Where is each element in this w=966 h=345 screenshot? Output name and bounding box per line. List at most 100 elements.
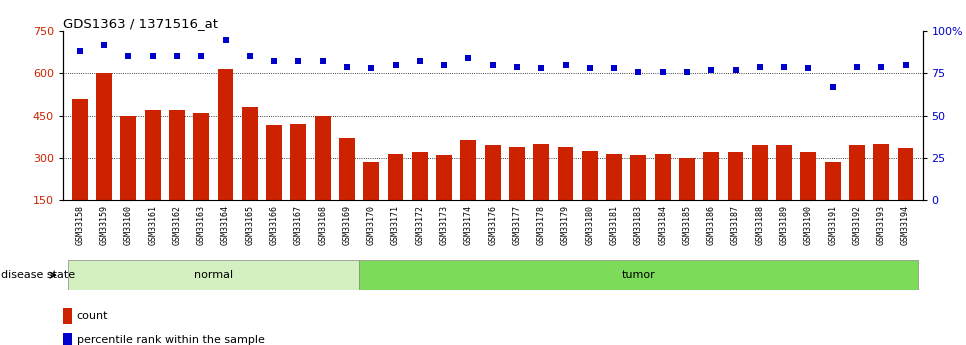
Text: GSM33178: GSM33178 <box>537 205 546 245</box>
Text: GSM33184: GSM33184 <box>658 205 668 245</box>
Bar <box>363 162 379 242</box>
Point <box>412 59 428 64</box>
Text: GSM33159: GSM33159 <box>99 205 108 245</box>
Bar <box>63 308 72 324</box>
Text: GSM33173: GSM33173 <box>440 205 448 245</box>
Bar <box>63 333 72 345</box>
Bar <box>607 154 622 242</box>
Point <box>145 53 160 59</box>
Text: GSM33170: GSM33170 <box>367 205 376 245</box>
Bar <box>631 155 646 242</box>
Text: GSM33166: GSM33166 <box>270 205 278 245</box>
Text: GSM33183: GSM33183 <box>634 205 643 245</box>
Point <box>72 49 88 54</box>
Bar <box>897 148 914 242</box>
Text: GSM33187: GSM33187 <box>731 205 740 245</box>
Point <box>193 53 209 59</box>
Text: GSM33181: GSM33181 <box>610 205 618 245</box>
Point <box>461 55 476 61</box>
Bar <box>801 152 816 242</box>
Point <box>217 37 233 42</box>
Bar <box>655 154 670 242</box>
Point <box>801 66 816 71</box>
Text: GSM33172: GSM33172 <box>415 205 424 245</box>
Text: GSM33193: GSM33193 <box>877 205 886 245</box>
Bar <box>509 147 525 242</box>
Text: disease state: disease state <box>1 270 75 280</box>
Point <box>169 53 185 59</box>
Point <box>339 64 355 69</box>
Text: GSM33177: GSM33177 <box>512 205 522 245</box>
Text: GSM33179: GSM33179 <box>561 205 570 245</box>
Bar <box>193 113 209 242</box>
Point <box>631 69 646 75</box>
Text: GSM33194: GSM33194 <box>901 205 910 245</box>
Bar <box>359 260 918 290</box>
Point <box>97 42 112 47</box>
Point <box>897 62 913 68</box>
Bar <box>727 152 744 242</box>
Bar <box>412 152 428 242</box>
Bar <box>71 99 88 242</box>
Bar <box>461 139 476 242</box>
Bar <box>291 124 306 242</box>
Point <box>873 64 889 69</box>
Text: GSM33164: GSM33164 <box>221 205 230 245</box>
Bar <box>825 162 840 242</box>
Text: GSM33171: GSM33171 <box>391 205 400 245</box>
Bar <box>485 145 500 242</box>
Point <box>242 53 258 59</box>
Text: GSM33191: GSM33191 <box>828 205 838 245</box>
Point <box>849 64 865 69</box>
Bar <box>582 151 598 242</box>
Text: GSM33188: GSM33188 <box>755 205 764 245</box>
Text: GSM33163: GSM33163 <box>197 205 206 245</box>
Point <box>291 59 306 64</box>
Text: normal: normal <box>194 270 233 280</box>
Text: GSM33174: GSM33174 <box>464 205 473 245</box>
Bar <box>145 110 160 242</box>
Point <box>533 66 549 71</box>
Text: GSM33180: GSM33180 <box>585 205 594 245</box>
Point <box>315 59 330 64</box>
Text: GSM33192: GSM33192 <box>852 205 862 245</box>
Text: GDS1363 / 1371516_at: GDS1363 / 1371516_at <box>63 17 217 30</box>
Bar <box>169 110 185 242</box>
Bar <box>752 145 768 242</box>
Point <box>267 59 282 64</box>
Point <box>509 64 525 69</box>
Bar <box>777 145 792 242</box>
Text: percentile rank within the sample: percentile rank within the sample <box>76 335 265 345</box>
Point <box>753 64 768 69</box>
Bar <box>315 116 330 242</box>
Point <box>363 66 379 71</box>
Text: GSM33161: GSM33161 <box>148 205 157 245</box>
Point <box>703 67 719 73</box>
Text: count: count <box>76 311 108 321</box>
Point <box>825 84 840 90</box>
Bar <box>121 116 136 242</box>
Bar <box>68 260 359 290</box>
Text: GSM33189: GSM33189 <box>780 205 788 245</box>
Bar <box>533 144 549 242</box>
Bar <box>339 138 355 242</box>
Point <box>607 66 622 71</box>
Point <box>655 69 670 75</box>
Bar <box>557 147 574 242</box>
Bar <box>267 126 282 242</box>
Text: GSM33176: GSM33176 <box>488 205 497 245</box>
Point <box>727 67 743 73</box>
Bar <box>97 73 112 242</box>
Bar <box>242 107 258 242</box>
Bar <box>703 152 719 242</box>
Text: GSM33165: GSM33165 <box>245 205 254 245</box>
Text: GSM33190: GSM33190 <box>804 205 812 245</box>
Text: GSM33186: GSM33186 <box>707 205 716 245</box>
Text: GSM33160: GSM33160 <box>124 205 133 245</box>
Point <box>387 62 403 68</box>
Bar <box>437 155 452 242</box>
Bar <box>387 154 404 242</box>
Point <box>557 62 573 68</box>
Text: GSM33169: GSM33169 <box>342 205 352 245</box>
Point <box>679 69 695 75</box>
